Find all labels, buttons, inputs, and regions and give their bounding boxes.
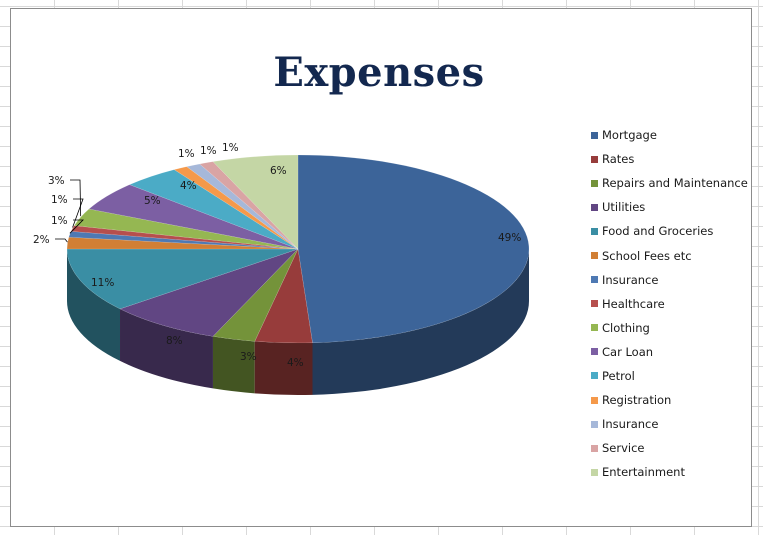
- pie-side-2: [212, 336, 255, 394]
- data-label-2: 3%: [240, 351, 257, 363]
- data-label-6: 1%: [51, 215, 68, 227]
- pie-slice-12[interactable]: [186, 163, 299, 250]
- legend-swatch: [591, 276, 598, 284]
- data-label-leader-7: [72, 198, 84, 228]
- pie-side-1: [254, 341, 313, 395]
- legend-item[interactable]: Repairs and Maintenance: [591, 171, 748, 195]
- legend-label: Repairs and Maintenance: [602, 176, 748, 191]
- data-label-7: 1%: [51, 194, 68, 206]
- legend-item[interactable]: Food and Groceries: [591, 219, 748, 243]
- data-label-leader-8: [70, 179, 82, 217]
- legend-swatch: [591, 348, 598, 356]
- chart-area[interactable]: 49% 4% 3% 8% 11% 2% 1% 1% 3% 5% 4% 1% 1% 1% 6% Expense…: [10, 8, 752, 527]
- data-label-1: 4%: [287, 357, 304, 369]
- legend-swatch: [591, 396, 598, 404]
- legend-label: Food and Groceries: [602, 224, 714, 239]
- pie-slice-5[interactable]: [66, 236, 299, 250]
- legend-swatch: [591, 300, 598, 308]
- legend-item[interactable]: Petrol: [591, 364, 748, 388]
- legend-item[interactable]: Clothing: [591, 316, 748, 340]
- pie-slice-2[interactable]: [212, 248, 299, 342]
- data-label-leader-6: [69, 219, 84, 234]
- legend-swatch: [591, 227, 598, 235]
- pie-slice-0[interactable]: [297, 154, 530, 344]
- legend-item[interactable]: Entertainment: [591, 460, 748, 484]
- data-label-14: 6%: [270, 165, 287, 177]
- legend-label: Service: [602, 441, 645, 456]
- legend-item[interactable]: Mortgage: [591, 123, 748, 147]
- pie-slice-6[interactable]: [68, 231, 299, 250]
- legend-item[interactable]: Healthcare: [591, 292, 748, 316]
- pie-slice-9[interactable]: [88, 184, 299, 250]
- legend-label: Healthcare: [602, 296, 665, 311]
- legend[interactable]: Mortgage Rates Repairs and Maintenance Util…: [591, 123, 748, 484]
- legend-label: Petrol: [602, 368, 635, 383]
- chart-title: Expenses: [273, 49, 485, 96]
- legend-item[interactable]: Car Loan: [591, 340, 748, 364]
- legend-label: Insurance: [602, 272, 659, 287]
- legend-label: Utilities: [602, 200, 646, 215]
- data-label-4: 11%: [91, 277, 114, 289]
- pie-slice-1[interactable]: [254, 248, 313, 344]
- legend-item[interactable]: School Fees etc: [591, 243, 748, 267]
- pie-slice-13[interactable]: [199, 161, 299, 250]
- data-label-11: 1%: [178, 148, 195, 160]
- data-label-0: 49%: [498, 232, 521, 244]
- legend-swatch: [591, 468, 598, 476]
- legend-label: Clothing: [602, 320, 650, 335]
- pie-side-4: [67, 249, 121, 361]
- legend-label: Insurance: [602, 417, 659, 432]
- legend-swatch: [591, 372, 598, 380]
- legend-item[interactable]: Insurance: [591, 268, 748, 292]
- data-label-12: 1%: [200, 145, 217, 157]
- pie-side-0: [312, 249, 529, 395]
- pie-slice-4[interactable]: [66, 248, 299, 310]
- data-label-3: 8%: [166, 335, 183, 347]
- legend-label: Registration: [602, 393, 672, 408]
- legend-label: Entertainment: [602, 465, 685, 480]
- pie-slice-3[interactable]: [119, 248, 299, 337]
- pie-slice-14[interactable]: [212, 154, 299, 250]
- legend-label: Mortgage: [602, 128, 657, 143]
- data-label-8: 3%: [48, 175, 65, 187]
- legend-item[interactable]: Insurance: [591, 412, 748, 436]
- pie-side-3: [120, 308, 213, 389]
- legend-swatch: [591, 155, 598, 163]
- data-label-10: 4%: [180, 180, 197, 192]
- legend-label: School Fees etc: [602, 248, 692, 263]
- pie-chart[interactable]: 49%4%3%8%11%2%1%1%3%5%4%1% 1% 1%6%: [11, 9, 753, 528]
- legend-item[interactable]: Registration: [591, 388, 748, 412]
- pie-slice-8[interactable]: [73, 208, 299, 250]
- data-label-leader-5: [55, 238, 68, 243]
- pie-slice-10[interactable]: [128, 169, 299, 250]
- legend-item[interactable]: Rates: [591, 147, 748, 171]
- legend-swatch: [591, 179, 598, 187]
- data-label-9: 5%: [144, 195, 161, 207]
- legend-swatch: [591, 203, 598, 211]
- legend-item[interactable]: Utilities: [591, 195, 748, 219]
- legend-item[interactable]: Service: [591, 436, 748, 460]
- pie-slice-11[interactable]: [173, 166, 299, 250]
- legend-label: Car Loan: [602, 344, 654, 359]
- legend-label: Rates: [602, 152, 635, 167]
- data-label-13: 1%: [222, 142, 239, 154]
- legend-swatch: [591, 131, 598, 139]
- legend-swatch: [591, 324, 598, 332]
- legend-swatch: [591, 252, 598, 260]
- pie-slice-7[interactable]: [70, 225, 299, 250]
- legend-swatch: [591, 420, 598, 428]
- data-label-5: 2%: [33, 234, 50, 246]
- legend-swatch: [591, 444, 598, 452]
